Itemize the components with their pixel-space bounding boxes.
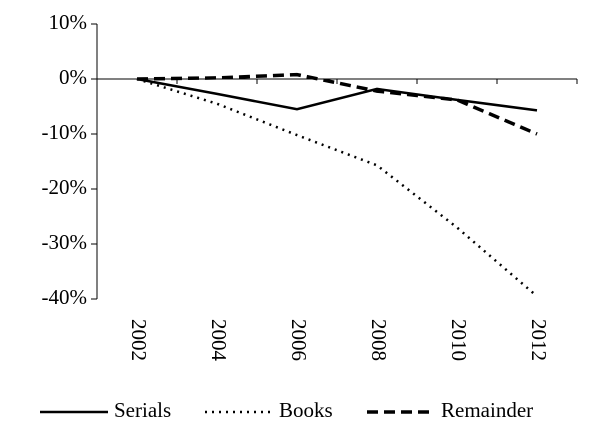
y-tick-label: -40%: [42, 285, 88, 309]
x-tick-label: 2004: [207, 319, 231, 362]
y-tick-label: 10%: [49, 10, 88, 34]
series-line: [136, 77, 538, 298]
x-tick-label: 2002: [127, 319, 151, 361]
x-tick-label: 2006: [287, 319, 311, 361]
x-tick-label: 2012: [527, 319, 551, 361]
x-tick-label: 2008: [367, 319, 391, 361]
y-tick-label: -20%: [42, 175, 88, 199]
y-tick-label: -30%: [42, 230, 88, 254]
legend-label: Serials: [114, 398, 171, 422]
x-tick-label: 2010: [447, 319, 471, 361]
y-tick-label: 0%: [59, 65, 87, 89]
y-tick-label: -10%: [42, 120, 88, 144]
series-line: [136, 77, 538, 112]
legend-label: Remainder: [441, 398, 533, 422]
legend-label: Books: [279, 398, 333, 422]
